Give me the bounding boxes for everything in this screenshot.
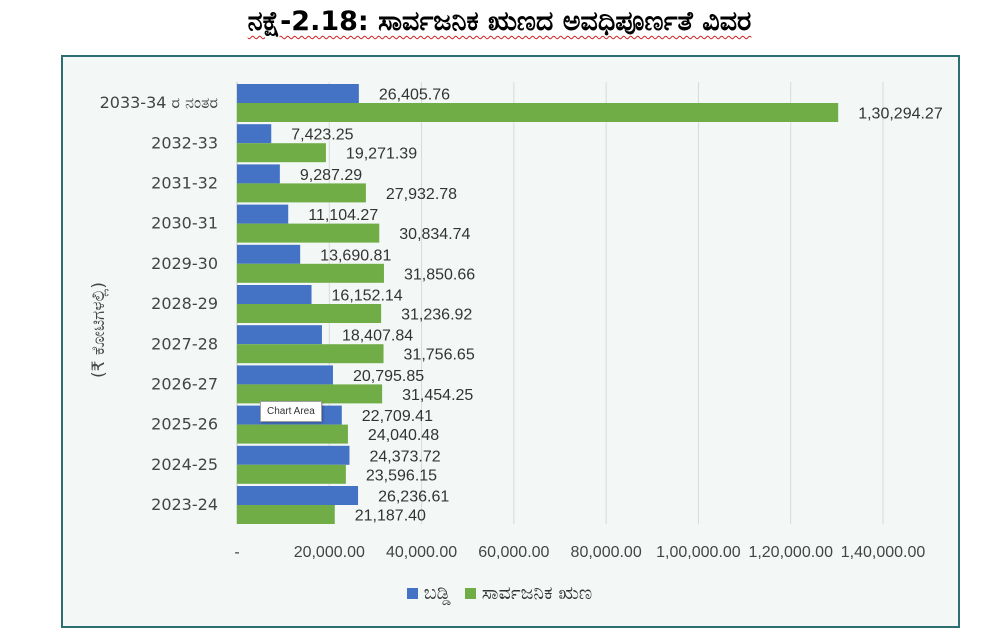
data-label-interest-1: 7,423.25 [291, 127, 353, 144]
bar-public-debt-6[interactable] [237, 344, 384, 364]
data-label-interest-6: 18,407.84 [342, 328, 413, 345]
data-label-public-debt-8: 24,040.48 [368, 427, 439, 444]
category-label-1: 2032-33 [151, 133, 218, 152]
data-label-interest-10: 26,236.61 [378, 489, 449, 506]
gridlines [236, 82, 884, 525]
x-tick-label-0: - [234, 544, 239, 561]
legend-item-public-debt[interactable]: ಸಾರ್ವಜನಿಕ ಋಣ [464, 582, 593, 604]
x-tick-label-7: 1,40,000.00 [841, 544, 926, 561]
bar-public-debt-3[interactable] [237, 223, 380, 243]
chart-title: ನಕ್ಷೆ-2.18: ಸಾರ್ವಜನಿಕ ಋಣದ ಅವಧಿಪೂರ್ಣತೆ ವಿ… [247, 6, 752, 37]
legend-swatch-interest [406, 588, 418, 599]
data-label-interest-0: 26,405.76 [379, 87, 450, 104]
chart-area[interactable] [61, 55, 960, 628]
category-label-4: 2029-30 [151, 254, 218, 273]
data-label-interest-2: 9,287.29 [300, 167, 362, 184]
bar-interest-3[interactable] [237, 204, 289, 224]
bar-public-debt-7[interactable] [237, 384, 383, 404]
bar-interest-10[interactable] [237, 486, 359, 505]
tick-labels: - 20,000.00 40,000.00 60,000.00 80,000.00 1,0… [234, 544, 925, 561]
bar-public-debt-1[interactable] [237, 143, 326, 163]
data-label-public-debt-5: 31,236.92 [401, 307, 472, 324]
x-tick-label-1: 20,000.00 [294, 544, 365, 561]
data-label-interest-3: 11,104.27 [308, 207, 378, 224]
bar-interest-4[interactable] [237, 244, 301, 264]
x-tick-label-2: 40,000.00 [386, 544, 457, 561]
chart-area-tooltip: Chart Area [260, 401, 322, 422]
legend-label-interest: ಬಡ್ಡಿ [423, 582, 451, 604]
data-label-public-debt-2: 27,932.78 [386, 186, 457, 203]
legend: ಬಡ್ಡಿ ಸಾರ್ವಜನಿಕ ಋಣ [0, 582, 999, 604]
legend-item-interest[interactable]: ಬಡ್ಡಿ [406, 582, 457, 604]
data-label-interest-5: 16,152.14 [332, 288, 403, 305]
legend-label-public-debt: ಸಾರ್ವಜನಿಕ ಋಣ [481, 582, 593, 604]
data-label-interest-9: 24,373.72 [369, 448, 440, 465]
y-axis-label: (₹ ಕೋಟಿಗಳಲ್ಲಿ) [89, 282, 109, 378]
data-label-public-debt-3: 30,834.74 [399, 226, 470, 243]
bar-interest-9[interactable] [237, 445, 350, 465]
x-tick-label-6: 1,20,000.00 [748, 544, 833, 561]
bar-interest-1[interactable] [237, 124, 272, 144]
category-label-2: 2031-32 [151, 174, 218, 193]
data-label-public-debt-0: 1,30,294.27 [858, 106, 943, 123]
data-label-public-debt-4: 31,850.66 [404, 266, 475, 283]
bar-public-debt-0[interactable] [237, 103, 839, 122]
bar-public-debt-8[interactable] [237, 424, 348, 444]
bar-interest-2[interactable] [237, 164, 280, 184]
x-tick-label-3: 60,000.00 [478, 544, 549, 561]
data-labels: 26,405.76 1,30,294.27 7,423.25 19,271.39 9,2… [291, 87, 943, 525]
bar-public-debt-9[interactable] [237, 464, 346, 484]
category-labels: 2033-34 ರ ನಂತರ 2032-33 2031-32 2030-31 2029-… [100, 93, 218, 514]
data-label-public-debt-10: 21,187.40 [355, 508, 426, 525]
data-label-public-debt-1: 19,271.39 [346, 146, 417, 163]
data-label-public-debt-6: 31,756.65 [404, 347, 475, 364]
bar-public-debt-2[interactable] [237, 183, 366, 203]
data-label-interest-8: 22,709.41 [362, 408, 433, 425]
category-label-9: 2024-25 [151, 455, 218, 474]
x-tick-label-4: 80,000.00 [571, 544, 642, 561]
x-tick-label-5: 1,00,000.00 [656, 544, 741, 561]
data-label-interest-7: 20,795.85 [353, 368, 424, 385]
category-label-8: 2025-26 [151, 415, 218, 434]
bar-interest-7[interactable] [237, 365, 333, 385]
data-label-interest-4: 13,690.81 [320, 247, 391, 264]
category-label-7: 2026-27 [151, 375, 218, 394]
category-label-3: 2030-31 [151, 214, 218, 233]
data-label-public-debt-9: 23,596.15 [366, 467, 437, 484]
bar-interest-6[interactable] [237, 325, 322, 345]
data-label-public-debt-7: 31,454.25 [402, 387, 473, 404]
bars [237, 84, 839, 524]
legend-swatch-public-debt [464, 588, 476, 599]
bar-interest-0[interactable] [237, 84, 359, 103]
category-label-6: 2027-28 [151, 334, 218, 353]
bar-public-debt-4[interactable] [237, 263, 384, 283]
category-label-0: 2033-34 ರ ನಂತರ [100, 93, 218, 112]
bar-public-debt-5[interactable] [237, 304, 382, 323]
bar-public-debt-10[interactable] [237, 505, 335, 524]
bar-interest-5[interactable] [237, 285, 312, 304]
category-label-10: 2023-24 [151, 495, 218, 514]
category-label-5: 2028-29 [151, 294, 218, 313]
